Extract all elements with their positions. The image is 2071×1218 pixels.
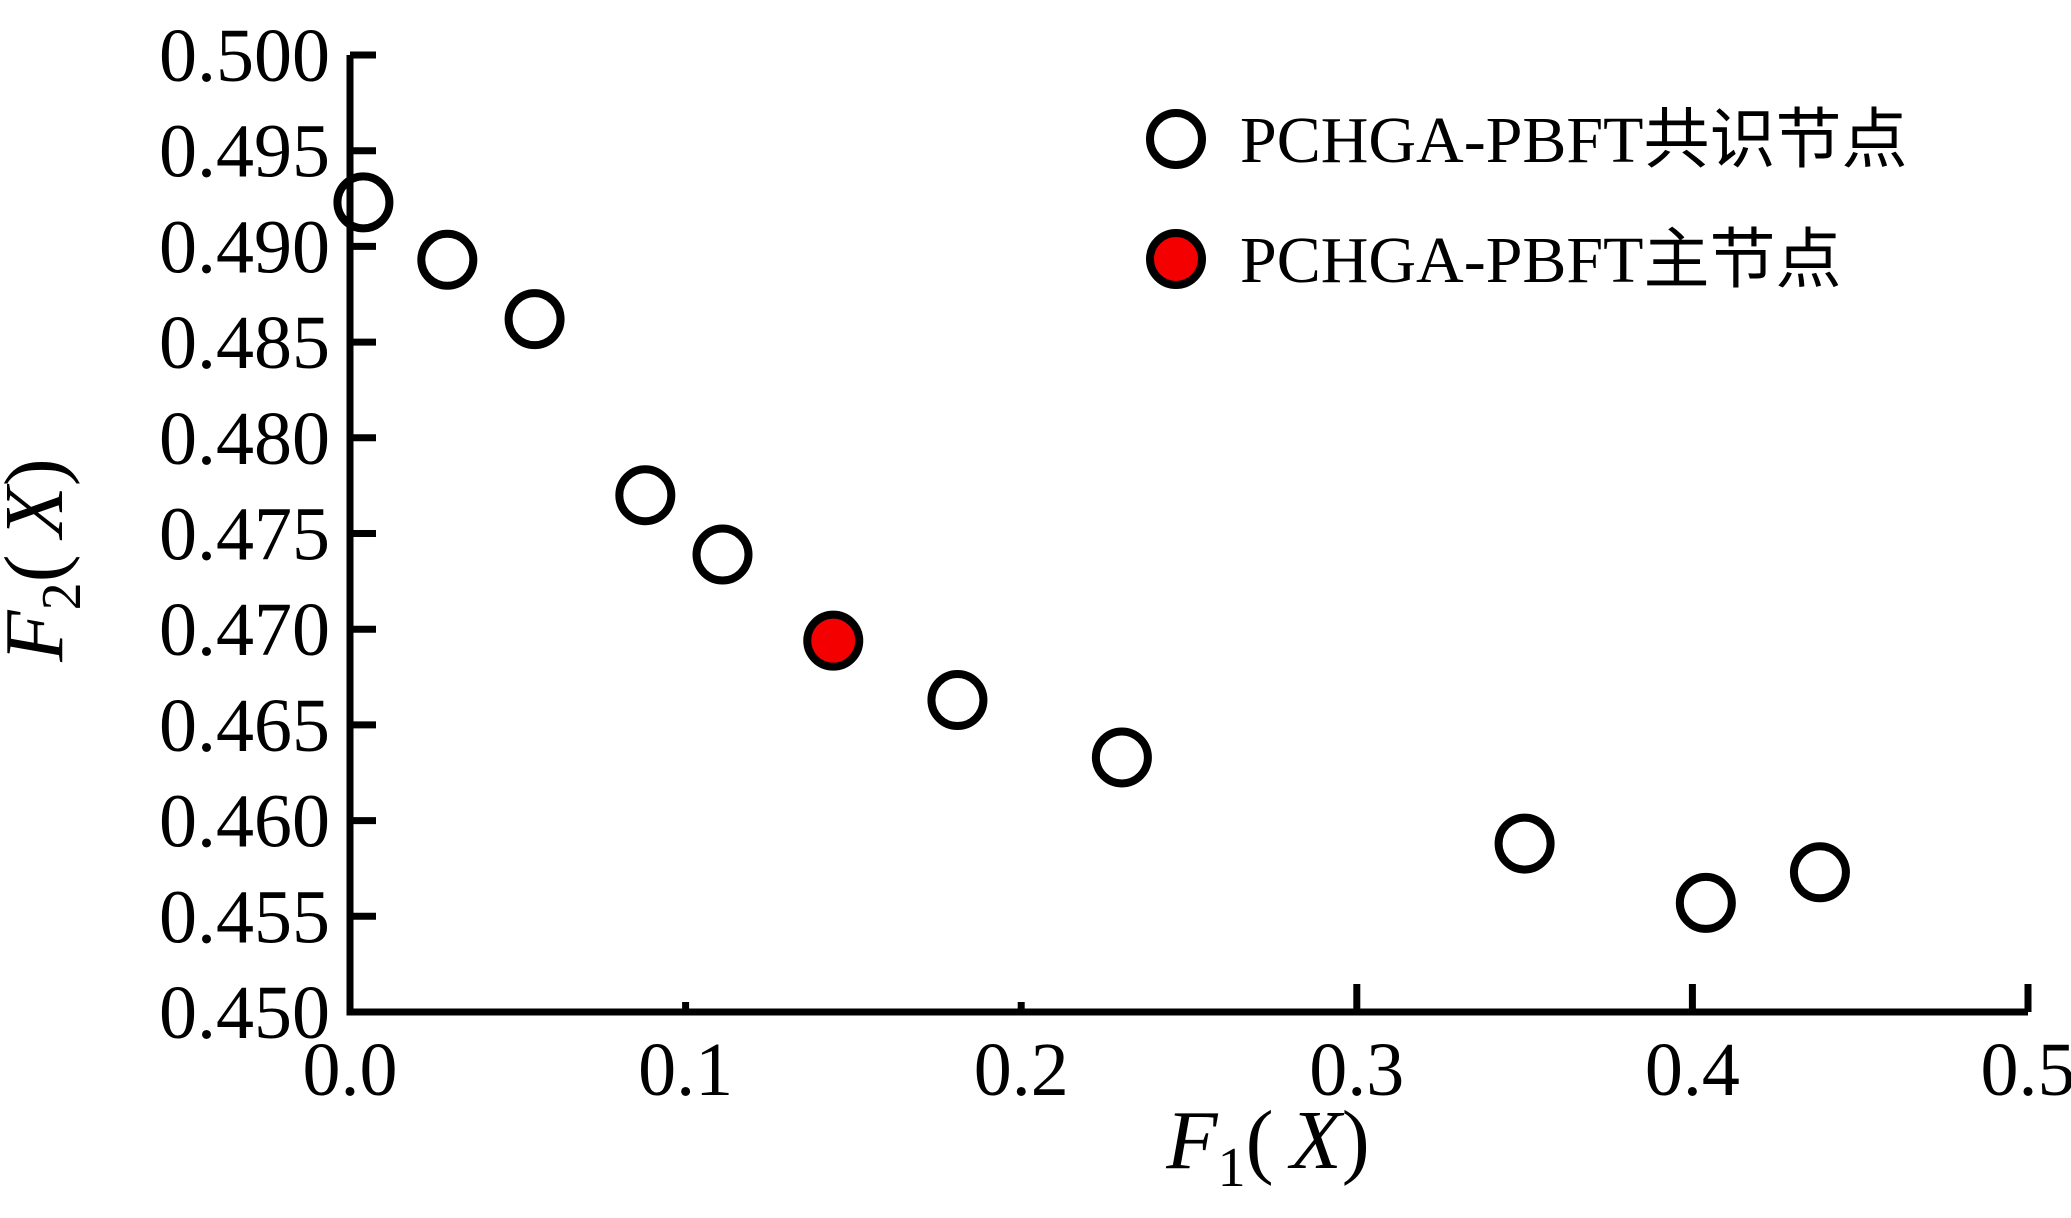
consensus-node-point (421, 234, 473, 286)
x-tick-label: 0.1 (638, 1028, 733, 1112)
y-tick-label: 0.475 (159, 493, 330, 577)
consensus-node-point (1499, 818, 1551, 870)
consensus-node-point (337, 176, 389, 228)
y-tick-label: 0.480 (159, 397, 330, 481)
x-tick-label: 0.5 (1981, 1028, 2071, 1112)
consensus-node-point (1680, 877, 1732, 929)
y-axis-label: F2( X) (0, 458, 93, 662)
legend-label: PCHGA-PBFT主节点 (1240, 224, 1841, 297)
legend-marker-filled-circle (1150, 233, 1202, 285)
y-tick-label: 0.500 (159, 14, 330, 98)
x-tick-label: 0.4 (1645, 1028, 1740, 1112)
consensus-node-point (1096, 731, 1148, 783)
y-tick-label: 0.470 (159, 588, 330, 672)
y-tick-label: 0.490 (159, 205, 330, 289)
y-tick-label: 0.460 (159, 780, 330, 864)
consensus-node-point (697, 529, 749, 581)
y-tick-label: 0.450 (159, 971, 330, 1055)
consensus-node-point (931, 674, 983, 726)
legend-marker-open-circle (1150, 113, 1202, 165)
y-tick-label: 0.495 (159, 110, 330, 194)
x-tick-label: 0.2 (974, 1028, 1069, 1112)
y-tick-label: 0.455 (159, 875, 330, 959)
y-tick-label: 0.485 (159, 301, 330, 385)
legend-label: PCHGA-PBFT共识节点 (1240, 104, 1907, 177)
x-axis-label: F1( X) (1165, 1094, 1369, 1199)
primary-node-point (807, 615, 859, 667)
consensus-node-point (1794, 846, 1846, 898)
consensus-node-point (619, 469, 671, 521)
consensus-node-point (509, 293, 561, 345)
y-tick-label: 0.465 (159, 684, 330, 768)
